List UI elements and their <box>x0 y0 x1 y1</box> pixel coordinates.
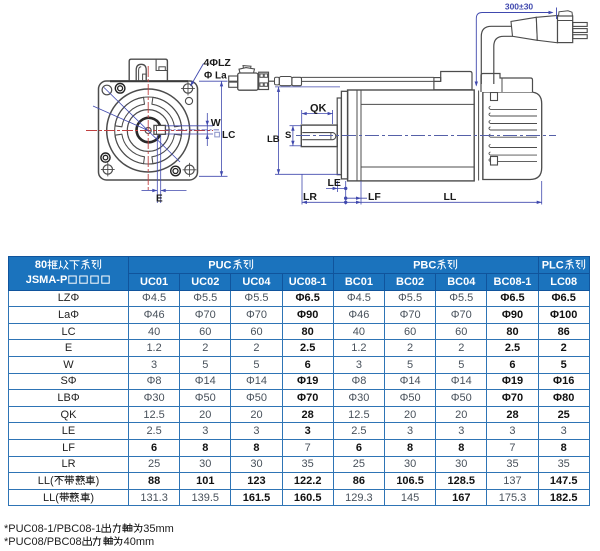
svg-text:E: E <box>156 194 163 205</box>
svg-text:Φ La: Φ La <box>204 71 227 82</box>
svg-text:LE: LE <box>328 177 341 189</box>
svg-text:W: W <box>211 117 221 129</box>
svg-text:300±30: 300±30 <box>505 2 534 12</box>
svg-text:QK: QK <box>310 103 327 115</box>
svg-text:LC: LC <box>222 130 235 141</box>
svg-text:LF: LF <box>368 191 381 203</box>
svg-text:4ΦLZ: 4ΦLZ <box>204 57 232 69</box>
svg-text:LL: LL <box>444 191 457 203</box>
svg-text:LB: LB <box>267 134 280 145</box>
svg-text:LR: LR <box>303 191 317 203</box>
svg-text:S: S <box>285 130 291 141</box>
